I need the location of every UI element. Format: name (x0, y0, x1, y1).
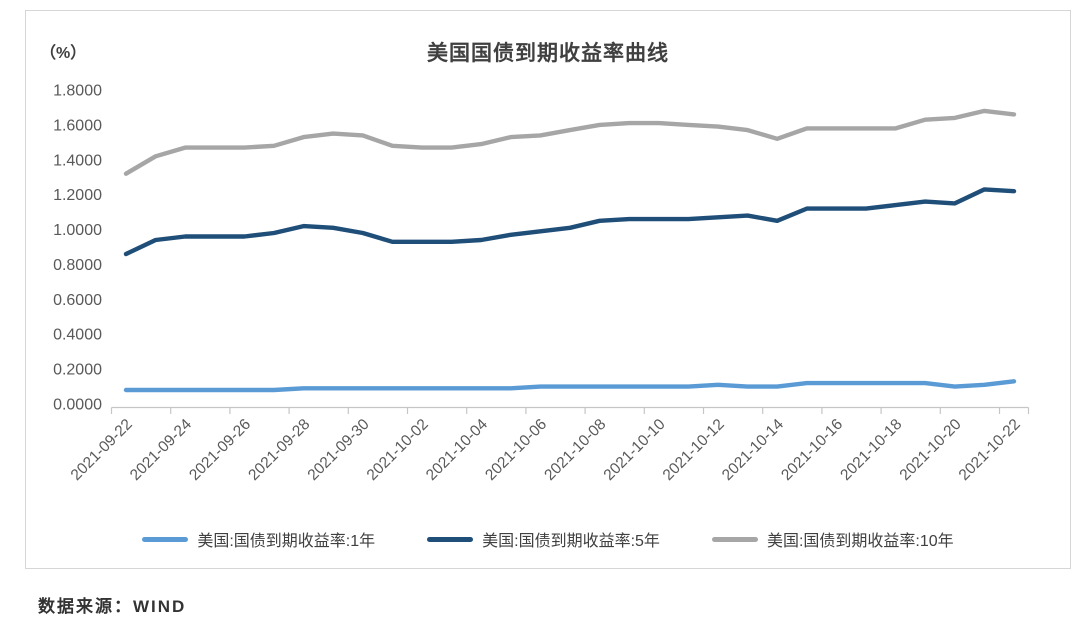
y-axis-tick-label: 0.6000 (53, 292, 102, 309)
y-axis-tick-label: 1.2000 (53, 187, 102, 204)
x-axis-tick-label: 2021-09-28 (245, 416, 313, 484)
x-axis-tick-label: 2021-10-20 (897, 416, 965, 484)
series-line-10y (123, 108, 1017, 176)
chart-title: 美国国债到期收益率曲线 (427, 42, 669, 65)
series-line-5y (123, 187, 1017, 257)
y-axis-tick-label: 1.6000 (53, 117, 102, 134)
x-axis-tick-label: 2021-10-08 (541, 416, 609, 484)
x-axis-tick-label: 2021-10-22 (956, 416, 1024, 484)
legend-swatch-5y (427, 536, 474, 542)
x-axis-tick-label: 2021-10-10 (601, 416, 669, 484)
y-axis-tick-label: 0.2000 (53, 362, 102, 379)
legend-item-5y: 美国:国债到期收益率:5年 (427, 527, 660, 551)
y-axis-tick-label: 0.8000 (53, 257, 102, 274)
chart-legend: 美国:国债到期收益率:1年 美国:国债到期收益率:5年 美国:国债到期收益率:10年 (26, 527, 1070, 551)
y-axis-tick-label: 1.0000 (53, 222, 102, 239)
legend-label-10y: 美国:国债到期收益率:10年 (766, 533, 954, 550)
legend-label-1y: 美国:国债到期收益率:1年 (197, 533, 376, 550)
y-axis-tick-label: 0.0000 (53, 397, 102, 414)
x-axis-tick-label: 2021-09-24 (127, 416, 195, 484)
legend-swatch-10y (711, 536, 758, 542)
x-axis-tick-label: 2021-10-16 (778, 416, 846, 484)
legend-item-1y: 美国:国债到期收益率:1年 (142, 527, 375, 551)
x-axis-tick-label: 2021-10-04 (423, 416, 491, 484)
x-axis-tick-label: 2021-10-14 (719, 416, 787, 484)
x-axis-tick-label: 2021-10-06 (482, 416, 550, 484)
x-axis-tick-label: 2021-09-26 (186, 416, 254, 484)
legend-swatch-1y (142, 536, 189, 542)
x-axis-tick-label: 2021-09-22 (68, 416, 136, 484)
chart-panel: （%） 美国国债到期收益率曲线 1.8000 1.6000 1.4000 1.2000… (25, 10, 1071, 569)
y-axis-tick-label: 1.8000 (53, 83, 102, 100)
x-axis-tick-label: 2021-10-18 (837, 416, 905, 484)
y-axis-unit-label: （%） (40, 45, 87, 62)
yield-curve-line-chart: 1.8000 1.6000 1.4000 1.2000 1.0000 0.8000 0.60… (53, 83, 1030, 484)
x-axis-tick-label: 2021-10-02 (364, 416, 432, 484)
series-line-1y (123, 379, 1017, 393)
y-axis-tick-label: 1.4000 (53, 152, 102, 169)
y-axis-tick-label: 0.4000 (53, 327, 102, 344)
x-axis-tick-label: 2021-09-30 (305, 416, 373, 484)
x-axis-tick-label: 2021-10-12 (660, 416, 728, 484)
legend-label-5y: 美国:国债到期收益率:5年 (482, 533, 660, 550)
data-source-note: 数据来源：WIND (38, 597, 187, 616)
legend-item-10y: 美国:国债到期收益率:10年 (711, 527, 954, 551)
